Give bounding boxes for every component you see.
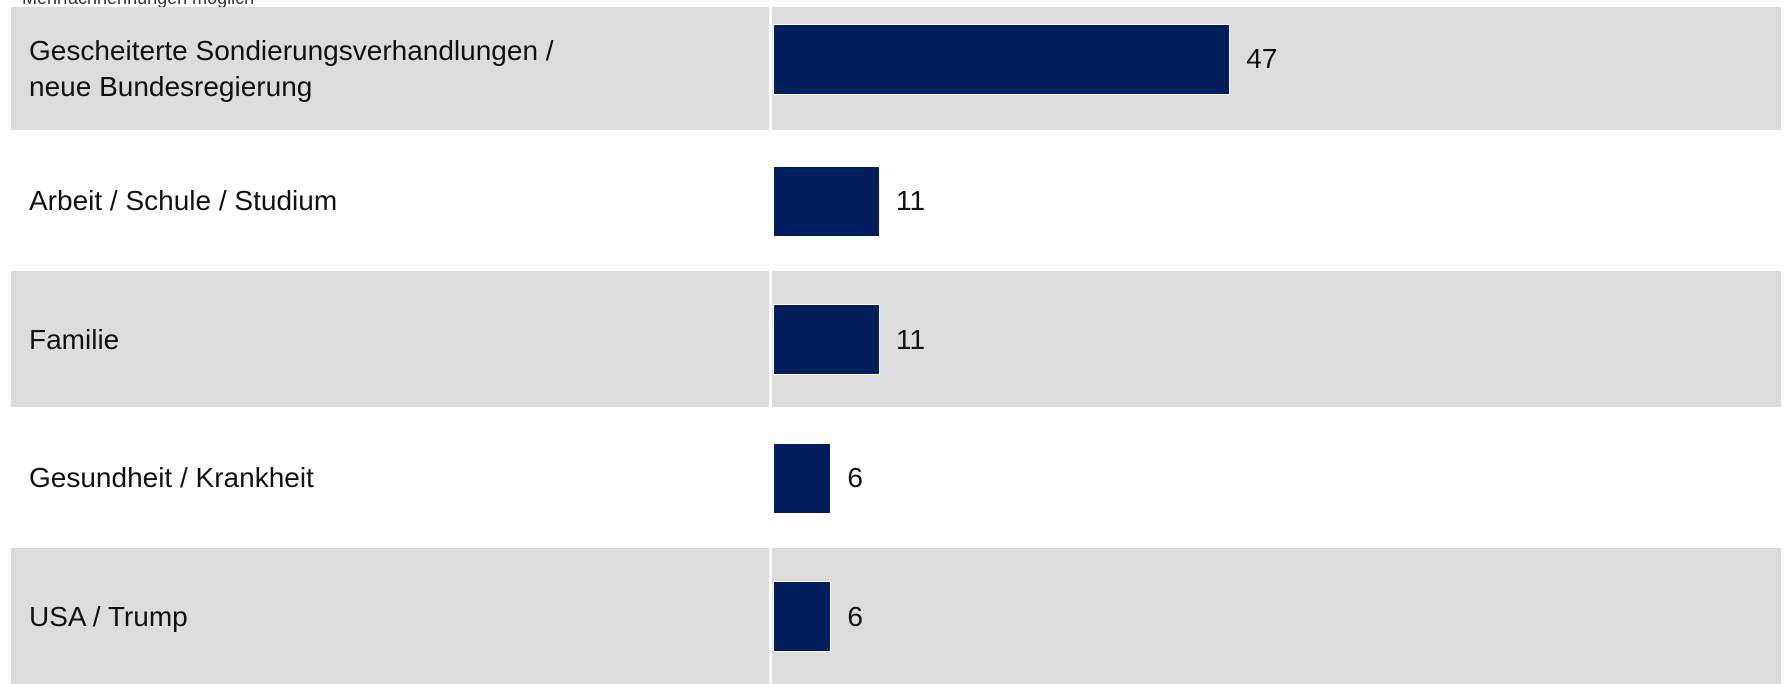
row-divider bbox=[769, 7, 772, 130]
bar bbox=[773, 442, 832, 514]
bar bbox=[773, 304, 881, 376]
row-divider bbox=[769, 132, 772, 269]
bar bbox=[773, 581, 832, 653]
category-label: Gesundheit / Krankheit bbox=[29, 462, 314, 494]
value-label: 6 bbox=[847, 462, 863, 494]
row-divider bbox=[769, 270, 772, 407]
row-divider bbox=[769, 409, 772, 546]
category-label: Arbeit / Schule / Studium bbox=[29, 185, 338, 217]
value-label: 11 bbox=[896, 185, 926, 217]
row-background bbox=[11, 132, 1781, 269]
value-label: 6 bbox=[847, 600, 863, 632]
row-background bbox=[11, 270, 1781, 407]
value-label: 47 bbox=[1246, 43, 1278, 74]
category-label: USA / Trump bbox=[29, 600, 188, 632]
row-divider bbox=[769, 547, 772, 684]
bar bbox=[773, 165, 881, 237]
row-background bbox=[11, 409, 1781, 546]
subtitle: Mehrfachnennungen möglich bbox=[22, 0, 254, 9]
row-background bbox=[11, 547, 1781, 684]
value-label: 11 bbox=[896, 323, 926, 355]
category-label: Gescheiterte Sondierungsverhandlungen / … bbox=[29, 35, 554, 102]
category-label: Familie bbox=[29, 323, 120, 355]
bar bbox=[773, 23, 1231, 95]
